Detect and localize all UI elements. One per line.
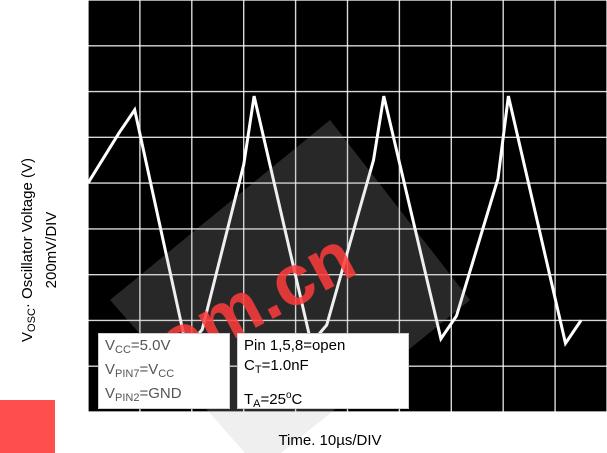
oscillator-waveform bbox=[86, 95, 583, 352]
vpin2-note: VPIN2=GND bbox=[105, 385, 182, 404]
ta-note: TA=25oC bbox=[244, 390, 303, 410]
vpin7-note: VPIN7=VCC bbox=[105, 361, 175, 380]
grid bbox=[87, 0, 607, 413]
pins-note: Pin 1,5,8=open bbox=[244, 337, 346, 354]
y-axis-scale: 200mV/DIV bbox=[43, 211, 60, 289]
test-conditions-box: Pin 1,5,8=open CT=1.0nF TA=25oC bbox=[237, 333, 409, 410]
x-axis-label: Time. 10µs/DIV bbox=[278, 432, 382, 449]
supply-conditions-box: VCC=5.0V VPIN7=VCC VPIN2=GND bbox=[98, 333, 230, 409]
y-axis-title: VOSC· Oscillator Voltage (V) bbox=[19, 158, 38, 342]
vcc-note: VCC=5.0V bbox=[105, 337, 171, 356]
ct-note: CT=1.0nF bbox=[244, 357, 309, 376]
y-axis-label: VOSC· Oscillator Voltage (V) 200mV/DIV bbox=[0, 0, 80, 453]
